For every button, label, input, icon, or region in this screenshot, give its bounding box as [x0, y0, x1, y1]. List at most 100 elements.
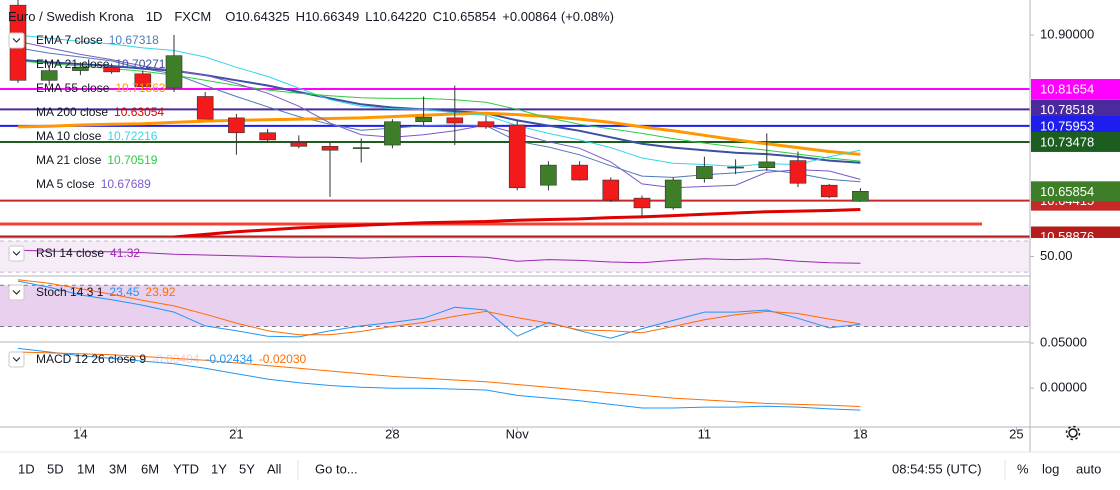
legend-toggle[interactable] [8, 32, 25, 49]
range-button[interactable]: 1D [18, 461, 35, 476]
candle-body [758, 161, 776, 169]
candle-body [508, 124, 526, 189]
candle-body [259, 132, 276, 141]
legend-value: 10.63054 [114, 105, 164, 119]
legend-name: RSI 14 close [36, 246, 104, 260]
candle-body [789, 160, 807, 184]
legends: Euro / Swedish Krona 1D FXCM O10.64325 H10.6… [8, 9, 614, 368]
legend-value: -0.02030 [259, 352, 307, 366]
legend-toggle[interactable] [8, 351, 25, 368]
price-badge-label: 10.65854 [1040, 184, 1094, 199]
indicator-line [17, 34, 861, 167]
range-button[interactable]: 1Y [211, 461, 227, 476]
chevron-icon [12, 38, 21, 43]
toolbar-goto[interactable]: Go to... [315, 461, 358, 476]
legend-name: MA 5 close [36, 177, 95, 191]
source: FXCM [174, 9, 211, 24]
range-button[interactable]: 1M [77, 461, 95, 476]
x-tick-label: 14 [73, 426, 87, 441]
chevron-icon [12, 357, 21, 362]
legend-name: MACD 12 26 close 9 [36, 352, 146, 366]
range-button[interactable]: All [267, 461, 282, 476]
indicator-line [17, 111, 861, 156]
candle-body [196, 96, 214, 120]
settings-icon[interactable] [1065, 425, 1081, 441]
legend-entry: MA 5 close 10.67689 [36, 177, 151, 191]
change-pct: (+0.08%) [561, 9, 614, 24]
candle-body [134, 73, 152, 88]
legend-value: 10.67689 [101, 177, 151, 191]
ohlc-prefix: C [433, 9, 442, 24]
ohlc-value: 10.64220 [372, 9, 426, 24]
x-tick-label: 28 [385, 426, 399, 441]
candle-body [384, 121, 401, 146]
ohlc-value: 10.65854 [442, 9, 496, 24]
range-button[interactable]: 3M [109, 461, 127, 476]
legend-value: -0.02434 [205, 352, 253, 366]
legend-entry: MACD 12 26 close 9 -0.00404 -0.02434 -0.020… [36, 352, 307, 366]
gear-icon [1068, 428, 1078, 438]
candle-body [40, 70, 58, 81]
candle-body [852, 191, 869, 202]
range-button[interactable]: 5Y [239, 461, 255, 476]
toolbar-time[interactable]: 08:54:55 (UTC) [892, 461, 982, 476]
stoch-line [17, 280, 861, 339]
legend-value: 23.45 [109, 285, 139, 299]
candle-body [165, 55, 183, 89]
y-tick-label: 10.90000 [1040, 26, 1094, 41]
x-tick-label: 21 [229, 426, 243, 441]
macd-line [17, 347, 861, 411]
candle-body [633, 197, 651, 209]
gear-teeth [1065, 425, 1081, 441]
legend-value: 10.70519 [107, 153, 157, 167]
toolbar-auto[interactable]: auto [1076, 461, 1101, 476]
y-tick-label: 0.00000 [1040, 380, 1087, 395]
chevron-icon [12, 290, 21, 295]
candle-body [477, 121, 495, 128]
legend-value: 10.67318 [109, 33, 159, 47]
change: +0.00864 [502, 9, 557, 24]
x-tick-label: 18 [853, 426, 867, 441]
legend-entry: Euro / Swedish Krona 1D FXCM O10.64325 H10.6… [8, 9, 614, 24]
legend-toggle[interactable] [8, 245, 25, 262]
legend-toggle[interactable] [8, 284, 25, 301]
title: Euro / Swedish Krona [8, 9, 135, 24]
legend-entry: MA 21 close 10.70519 [36, 153, 158, 167]
range-button[interactable]: 5D [47, 461, 64, 476]
price-badge [1031, 181, 1120, 202]
indicator-line [17, 47, 861, 183]
main-pane [0, 0, 1030, 238]
legend-name: MA 21 close [36, 153, 102, 167]
interval: 1D [146, 9, 163, 24]
legend-value: 41.32 [110, 246, 140, 260]
legend-name: MA 10 close [36, 129, 102, 143]
candle-body [696, 166, 713, 180]
candle-body [228, 117, 245, 134]
candle-body [103, 67, 120, 73]
indicator-line [173, 208, 861, 238]
price-badge-label: 10.81654 [1040, 81, 1094, 96]
toolbar-percent[interactable]: % [1017, 461, 1029, 476]
range-button[interactable]: YTD [173, 461, 199, 476]
chevron-icon [12, 251, 21, 256]
ohlc-prefix: H [296, 9, 305, 24]
price-badge [1031, 226, 1120, 238]
candle-body [446, 117, 464, 124]
legend-value: 10.71563 [115, 81, 165, 95]
range-button[interactable]: 6M [141, 461, 159, 476]
toolbar-log[interactable]: log [1042, 461, 1059, 476]
legend-name: EMA 21 close [36, 57, 110, 71]
x-tick-label: 11 [698, 426, 712, 441]
legend-value: 10.70271 [115, 57, 165, 71]
price-badge-label: 10.78518 [1040, 102, 1094, 117]
rsi-band [0, 240, 1030, 273]
candle-body [571, 164, 588, 181]
ohlc-prefix: L [365, 9, 372, 24]
y-tick-label: 50.00 [1040, 248, 1073, 263]
legend-name: EMA 55 close [36, 81, 110, 95]
price-badge-label: 10.58876 [1040, 229, 1094, 244]
indicator-panes [0, 240, 1030, 411]
candle-body [352, 147, 370, 149]
stoch-line [17, 279, 861, 336]
